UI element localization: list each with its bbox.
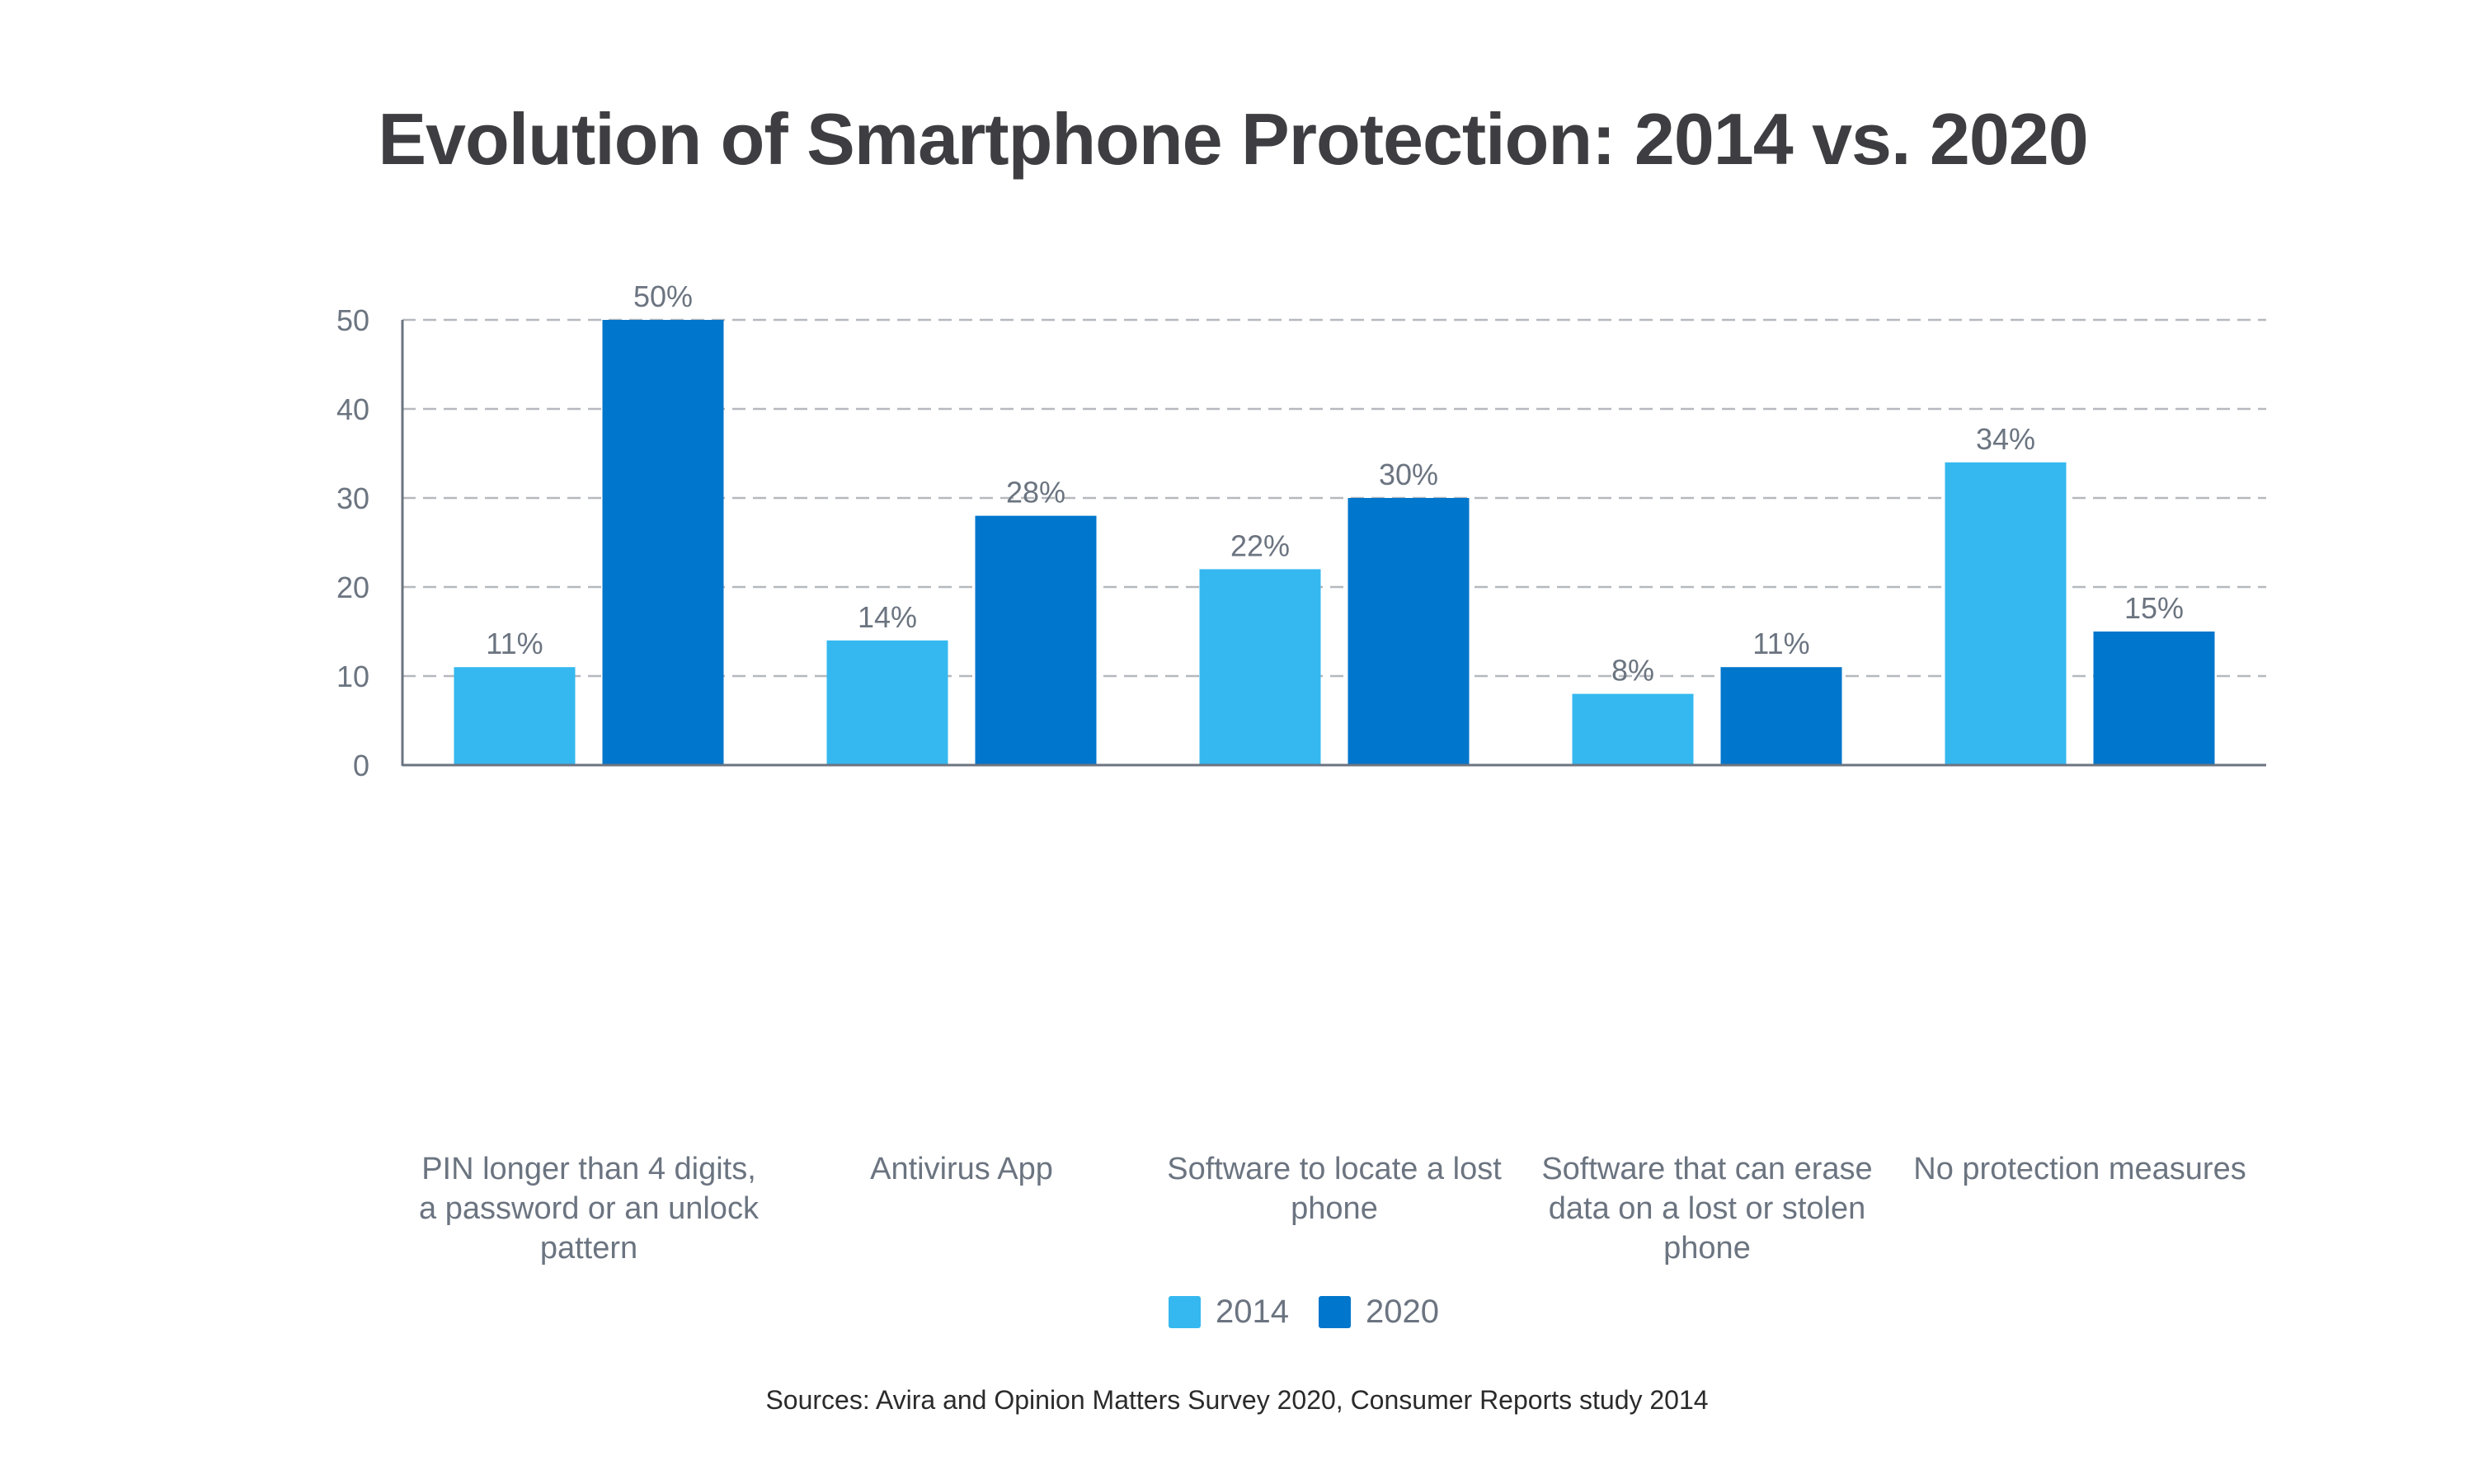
bar-2020-2[interactable] (1348, 498, 1470, 765)
x-category-label: Antivirus App (870, 1152, 1053, 1186)
x-category-label-line: PIN longer than 4 digits, (421, 1152, 756, 1186)
data-label-2014: 22% (1230, 528, 1290, 562)
bar-2020-0[interactable] (602, 320, 724, 765)
bars (454, 320, 2215, 765)
legend: 2014 2020 (1169, 1294, 1469, 1331)
labels: 0 10 20 30 40 50 11% 14% 22% 8% 34% 50% 28% 30% 11% 15%… (336, 279, 2246, 1266)
x-category-label-line: data on a lost or stolen (1549, 1191, 1865, 1226)
bar-2020-3[interactable] (1720, 667, 1842, 765)
legend-swatch-2014 (1169, 1296, 1201, 1328)
x-category-label-line: Software that can erase (1541, 1152, 1872, 1186)
y-tick-label: 0 (353, 749, 369, 782)
x-category-label-line: Software to locate a lost (1167, 1152, 1502, 1186)
x-category-label: Software that can erase data on a lost or… (1541, 1152, 1872, 1266)
data-label-2014: 34% (1976, 422, 2035, 456)
x-category-label-line: a password or an unlock (419, 1191, 760, 1226)
data-label-2020: 50% (633, 279, 693, 313)
y-tick-label: 50 (336, 303, 369, 337)
data-label-2020: 30% (1379, 458, 1438, 491)
x-category-label: PIN longer than 4 digits, a password or a… (419, 1152, 760, 1266)
legend-swatch-2020 (1318, 1296, 1351, 1328)
legend-label-2020: 2020 (1365, 1294, 1439, 1330)
bar-2020-1[interactable] (975, 515, 1097, 765)
x-category-label-line: Antivirus App (870, 1152, 1053, 1186)
legend-item-2014[interactable]: 2014 (1169, 1294, 1289, 1331)
x-category-label: No protection measures (1913, 1152, 2246, 1186)
y-tick-label: 10 (336, 660, 369, 693)
data-label-2014: 14% (858, 600, 917, 634)
bar-2014-2[interactable] (1199, 569, 1321, 765)
y-tick-label: 20 (336, 571, 369, 604)
legend-item-2020[interactable]: 2020 (1318, 1294, 1439, 1331)
data-label-2020: 11% (1752, 627, 1809, 660)
y-tick-label: 30 (336, 481, 369, 515)
y-tick-label: 40 (336, 392, 369, 426)
data-label-2020: 15% (2124, 591, 2184, 625)
data-label-2014: 11% (486, 627, 543, 660)
x-category-label-line: No protection measures (1913, 1152, 2246, 1186)
data-label-2014: 8% (1611, 654, 1654, 688)
bar-2014-4[interactable] (1945, 462, 2067, 765)
x-category-label-line: phone (1291, 1191, 1378, 1226)
bar-2014-3[interactable] (1572, 693, 1694, 765)
x-category-label: Software to locate a lost phone (1167, 1152, 1502, 1226)
x-category-label-line: pattern (540, 1231, 637, 1266)
bar-2014-1[interactable] (826, 640, 948, 765)
legend-label-2014: 2014 (1216, 1294, 1289, 1330)
axes (401, 320, 2266, 767)
x-category-label-line: phone (1663, 1231, 1751, 1266)
bar-2014-0[interactable] (454, 667, 576, 765)
chart-title: Evolution of Smartphone Protection: 2014… (378, 98, 2088, 180)
bar-2020-4[interactable] (2093, 632, 2215, 765)
source-note: Sources: Avira and Opinion Matters Surve… (765, 1385, 1709, 1415)
data-label-2020: 28% (1006, 476, 1065, 510)
